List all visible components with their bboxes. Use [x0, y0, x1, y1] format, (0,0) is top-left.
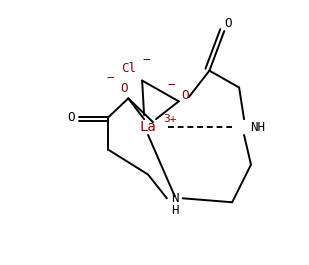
Text: NH: NH	[250, 121, 265, 134]
Text: H: H	[171, 204, 179, 217]
Text: Cl: Cl	[121, 62, 136, 75]
Text: O: O	[67, 111, 75, 124]
Text: N: N	[171, 192, 179, 205]
Text: 3+: 3+	[163, 114, 176, 124]
Text: O: O	[224, 17, 232, 30]
Text: O: O	[121, 82, 128, 95]
Text: La: La	[140, 120, 156, 134]
Text: −: −	[107, 72, 114, 85]
Text: O: O	[181, 89, 188, 102]
Text: −: −	[142, 54, 150, 67]
Text: −: −	[167, 79, 175, 92]
